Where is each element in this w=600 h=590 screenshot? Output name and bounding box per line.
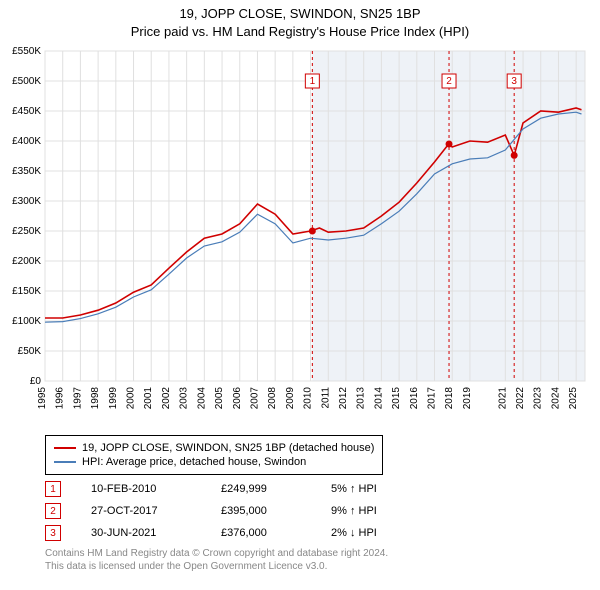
legend-label-address: 19, JOPP CLOSE, SWINDON, SN25 1BP (detac… — [82, 442, 374, 454]
svg-text:1999: 1999 — [108, 387, 119, 410]
svg-text:£0: £0 — [30, 376, 42, 387]
events-table: 1 10-FEB-2010 £249,999 5% ↑ HPI 2 27-OCT… — [45, 481, 590, 541]
svg-text:1: 1 — [310, 76, 316, 87]
svg-text:£100K: £100K — [12, 316, 41, 327]
svg-text:£50K: £50K — [18, 346, 42, 357]
event-date-3: 30-JUN-2021 — [91, 527, 191, 539]
legend-swatch-hpi — [54, 461, 76, 462]
event-row-2: 2 27-OCT-2017 £395,000 9% ↑ HPI — [45, 503, 590, 519]
svg-text:2023: 2023 — [533, 387, 544, 410]
svg-text:2000: 2000 — [126, 387, 137, 410]
event-delta-1: 5% ↑ HPI — [331, 483, 431, 495]
legend-item-address: 19, JOPP CLOSE, SWINDON, SN25 1BP (detac… — [54, 442, 374, 454]
event-price-1: £249,999 — [221, 483, 301, 495]
svg-text:2011: 2011 — [320, 387, 331, 409]
svg-text:2024: 2024 — [550, 387, 561, 410]
svg-text:£250K: £250K — [12, 226, 41, 237]
svg-text:2002: 2002 — [161, 387, 172, 410]
svg-text:£350K: £350K — [12, 166, 41, 177]
svg-text:£300K: £300K — [12, 196, 41, 207]
svg-text:2019: 2019 — [462, 387, 473, 410]
svg-text:1997: 1997 — [72, 387, 83, 410]
svg-text:2015: 2015 — [391, 387, 402, 410]
svg-text:2021: 2021 — [497, 387, 508, 410]
footer-line2: This data is licensed under the Open Gov… — [45, 560, 590, 573]
svg-text:2012: 2012 — [338, 387, 349, 410]
svg-text:2004: 2004 — [196, 387, 207, 410]
event-price-2: £395,000 — [221, 505, 301, 517]
svg-text:£150K: £150K — [12, 286, 41, 297]
chart-title-block: 19, JOPP CLOSE, SWINDON, SN25 1BP Price … — [0, 0, 600, 41]
legend-label-hpi: HPI: Average price, detached house, Swin… — [82, 456, 306, 468]
svg-text:£450K: £450K — [12, 106, 41, 117]
svg-text:1996: 1996 — [55, 387, 66, 410]
event-price-3: £376,000 — [221, 527, 301, 539]
legend-item-hpi: HPI: Average price, detached house, Swin… — [54, 456, 374, 468]
chart-container: 19, JOPP CLOSE, SWINDON, SN25 1BP Price … — [0, 0, 600, 573]
svg-text:3: 3 — [511, 76, 517, 87]
svg-text:2006: 2006 — [232, 387, 243, 410]
footer-note: Contains HM Land Registry data © Crown c… — [45, 547, 590, 573]
svg-text:£550K: £550K — [12, 46, 41, 57]
svg-text:1998: 1998 — [90, 387, 101, 410]
legend-swatch-address — [54, 447, 76, 449]
svg-text:2022: 2022 — [515, 387, 526, 410]
legend: 19, JOPP CLOSE, SWINDON, SN25 1BP (detac… — [45, 435, 383, 475]
svg-text:2009: 2009 — [285, 387, 296, 410]
svg-text:2005: 2005 — [214, 387, 225, 410]
svg-text:2016: 2016 — [409, 387, 420, 410]
chart-plot: 1 2 3 £0 £50K £100K £150K £200K £250K £300K £350K £… — [0, 41, 600, 431]
svg-text:£200K: £200K — [12, 256, 41, 267]
svg-text:2010: 2010 — [303, 387, 314, 410]
chart-svg: 1 2 3 £0 £50K £100K £150K £200K £250K £300K £350K £… — [0, 41, 600, 431]
event-row-1: 1 10-FEB-2010 £249,999 5% ↑ HPI — [45, 481, 590, 497]
event-date-1: 10-FEB-2010 — [91, 483, 191, 495]
event-marker-2: 2 — [45, 503, 61, 519]
svg-text:2: 2 — [446, 76, 452, 87]
chart-subtitle: Price paid vs. HM Land Registry's House … — [10, 24, 590, 39]
footer-line1: Contains HM Land Registry data © Crown c… — [45, 547, 590, 560]
chart-title-address: 19, JOPP CLOSE, SWINDON, SN25 1BP — [10, 6, 590, 21]
svg-text:2017: 2017 — [427, 387, 438, 410]
event-delta-2: 9% ↑ HPI — [331, 505, 431, 517]
svg-text:2014: 2014 — [373, 387, 384, 410]
event-date-2: 27-OCT-2017 — [91, 505, 191, 517]
event-marker-3: 3 — [45, 525, 61, 541]
svg-text:£500K: £500K — [12, 76, 41, 87]
svg-text:2013: 2013 — [356, 387, 367, 410]
svg-text:2007: 2007 — [249, 387, 260, 410]
event-marker-1: 1 — [45, 481, 61, 497]
svg-text:1995: 1995 — [37, 387, 48, 410]
svg-text:2008: 2008 — [267, 387, 278, 410]
svg-text:2003: 2003 — [179, 387, 190, 410]
svg-text:2025: 2025 — [568, 387, 579, 410]
svg-text:2001: 2001 — [143, 387, 154, 410]
event-row-3: 3 30-JUN-2021 £376,000 2% ↓ HPI — [45, 525, 590, 541]
svg-text:£400K: £400K — [12, 136, 41, 147]
event-delta-3: 2% ↓ HPI — [331, 527, 431, 539]
svg-text:2018: 2018 — [444, 387, 455, 410]
